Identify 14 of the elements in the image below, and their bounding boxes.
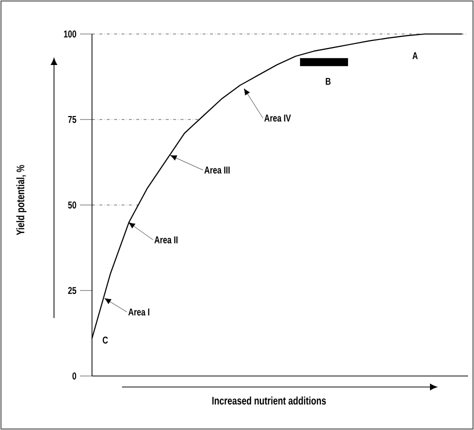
annotation: Area II — [154, 236, 178, 244]
y-tick-label: 100 — [64, 30, 76, 38]
y-tick-label: 50 — [68, 201, 76, 209]
y-tick-label: 75 — [68, 116, 76, 123]
annotation: Area IV — [264, 114, 291, 122]
annotation: A — [412, 52, 418, 60]
x-axis-title: Increased nutrient additions — [212, 396, 326, 405]
annotation: B — [326, 78, 331, 85]
annotation: C — [102, 336, 108, 344]
y-tick-label: 25 — [68, 286, 76, 294]
annotation: Area III — [204, 166, 230, 174]
y-axis-title: Yield potential, % — [16, 164, 26, 236]
y-tick-label: 0 — [72, 372, 76, 380]
annotation: Area I — [128, 308, 150, 316]
